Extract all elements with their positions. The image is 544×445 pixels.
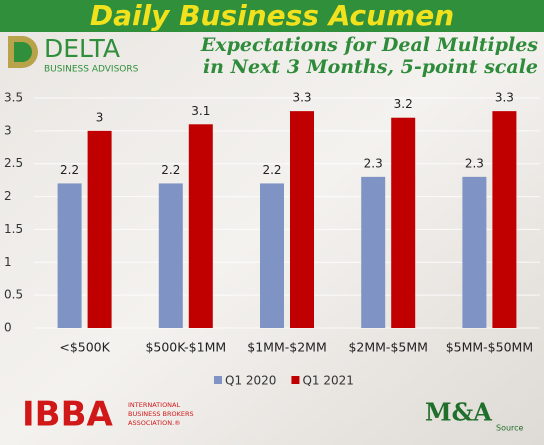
bar (260, 183, 284, 328)
y-tick-label: 3.5 (4, 91, 23, 105)
bar (57, 183, 82, 328)
x-tick-label: <$500K (59, 340, 110, 355)
value-label: 3.1 (191, 104, 210, 118)
value-label: 2.3 (364, 156, 383, 170)
bar (290, 111, 314, 329)
ibba-logo: IBBA (22, 395, 113, 435)
value-label: 3.2 (394, 97, 413, 111)
value-label: 3.3 (292, 91, 311, 105)
x-tick-label: $1MM-$2MM (247, 340, 326, 355)
bar (87, 130, 112, 328)
x-tick-label: $2MM-$5MM (348, 340, 427, 355)
ma-sub: Source (496, 424, 524, 433)
y-tick-label: 0 (4, 321, 12, 335)
chart-title: in Next 3 Months, 5-point scale (203, 56, 538, 78)
delta-sub: BUSINESS ADVISORS (44, 65, 139, 75)
y-tick-label: 0.5 (4, 288, 23, 302)
value-label: 2.2 (161, 163, 180, 177)
bar (462, 176, 487, 328)
ibba-sub: BUSINESS BROKERS (128, 410, 194, 418)
y-tick-label: 1.5 (4, 222, 23, 236)
y-tick-label: 3 (4, 123, 12, 137)
banner-bar (0, 0, 544, 32)
value-label: 3 (96, 110, 104, 124)
x-tick-label: $5MM-$50MM (446, 340, 533, 355)
legend-label: Q1 2020 (225, 374, 276, 388)
legend-label: Q1 2021 (302, 374, 353, 388)
legend-swatch (291, 376, 300, 384)
chart-title: Expectations for Deal Multiples (200, 34, 538, 56)
value-label: 2.2 (60, 163, 79, 177)
bar (492, 111, 517, 329)
y-tick-label: 2.5 (4, 156, 23, 170)
delta-icon-inner (14, 42, 32, 62)
delta-logo: DELTA (44, 34, 120, 63)
ibba-sub: INTERNATIONAL (128, 401, 180, 409)
y-tick-label: 1 (4, 255, 12, 269)
bar (391, 117, 416, 328)
x-tick-label: $500K-$1MM (145, 340, 226, 355)
bar (188, 124, 213, 329)
ma-logo: M&A (425, 398, 492, 427)
bar (158, 183, 183, 328)
value-label: 2.3 (465, 156, 484, 170)
banner-title: Daily Business Acumen (90, 0, 454, 32)
y-tick-label: 2 (4, 189, 12, 203)
value-label: 3.3 (495, 91, 514, 105)
value-label: 2.2 (262, 163, 281, 177)
bar (361, 176, 386, 328)
ibba-sub: ASSOCIATION.® (128, 419, 181, 427)
legend-swatch (214, 376, 222, 384)
